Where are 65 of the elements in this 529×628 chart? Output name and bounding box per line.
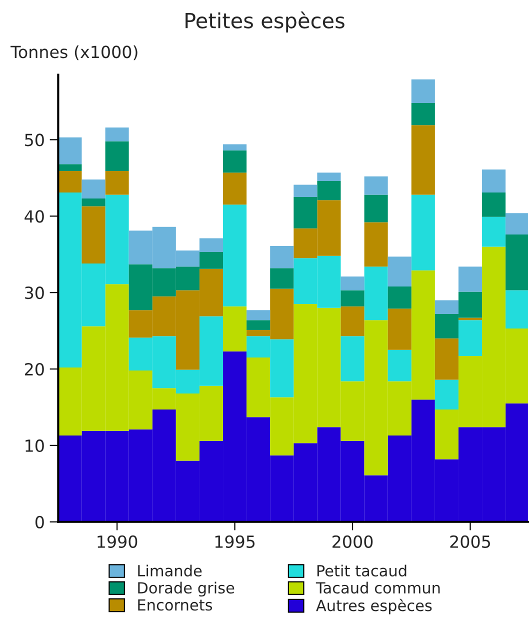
- bar: [105, 141, 129, 172]
- bar: [506, 234, 528, 290]
- bar: [411, 79, 435, 104]
- x-tick-label: 1990: [98, 535, 138, 548]
- bar: [270, 246, 294, 268]
- bar: [82, 179, 106, 199]
- bar: [388, 350, 412, 382]
- bar: [388, 256, 412, 286]
- bar: [270, 268, 294, 289]
- bar: [340, 336, 364, 382]
- bar: [388, 308, 412, 350]
- bar: [340, 276, 364, 290]
- legend-label: Petit tacaud: [317, 564, 406, 577]
- bar: [434, 300, 458, 314]
- chart-title: Petites espèces: [186, 11, 344, 32]
- legend-label: Tacaud commun: [316, 582, 440, 594]
- bar: [223, 204, 247, 306]
- bar: [223, 144, 247, 150]
- x-tick-label: 1995: [215, 535, 255, 548]
- x-tick-label: 2000: [332, 535, 373, 548]
- bar: [482, 170, 506, 192]
- bar: [105, 171, 129, 195]
- y-tick-label: 0: [35, 516, 44, 528]
- bar: [411, 125, 435, 195]
- y-tick-label: 40: [24, 210, 44, 223]
- bar: [506, 213, 528, 234]
- legend-label: Autres espèces: [316, 598, 432, 614]
- bar: [246, 310, 270, 320]
- legend-label: Dorade grise: [138, 582, 234, 597]
- bar: [411, 103, 435, 126]
- bar: [82, 206, 106, 264]
- bar: [482, 216, 506, 247]
- legend-label: Limande: [138, 564, 202, 577]
- bar: [294, 184, 318, 198]
- y-tick-label: 50: [25, 134, 44, 146]
- bar: [58, 137, 82, 164]
- bar: [458, 320, 482, 356]
- bar: [506, 290, 528, 328]
- y-tick-label: 10: [26, 439, 44, 452]
- bar: [411, 194, 435, 270]
- bar: [223, 172, 247, 205]
- bar: [364, 176, 388, 195]
- y-tick-label: 20: [25, 362, 44, 376]
- legend-label: Encornets: [138, 599, 212, 611]
- bar: [317, 172, 341, 181]
- bar: [105, 127, 129, 142]
- bar: [340, 290, 364, 306]
- bar: [458, 266, 482, 292]
- y-axis-title: Tonnes (x1000): [10, 45, 138, 60]
- bar: [388, 286, 412, 309]
- bar: [58, 164, 82, 172]
- bar: [482, 192, 506, 217]
- bar: [364, 194, 388, 222]
- bar: [82, 198, 106, 206]
- x-tick-label: 2005: [450, 535, 490, 548]
- bar: [434, 338, 458, 380]
- bar: [364, 222, 388, 267]
- bar: [364, 266, 388, 320]
- bar: [223, 150, 247, 173]
- bar: [223, 306, 247, 352]
- y-tick-label: 30: [25, 286, 44, 300]
- bar: [434, 380, 458, 410]
- bar: [246, 320, 270, 330]
- bar: [340, 306, 364, 336]
- bar: [58, 171, 82, 192]
